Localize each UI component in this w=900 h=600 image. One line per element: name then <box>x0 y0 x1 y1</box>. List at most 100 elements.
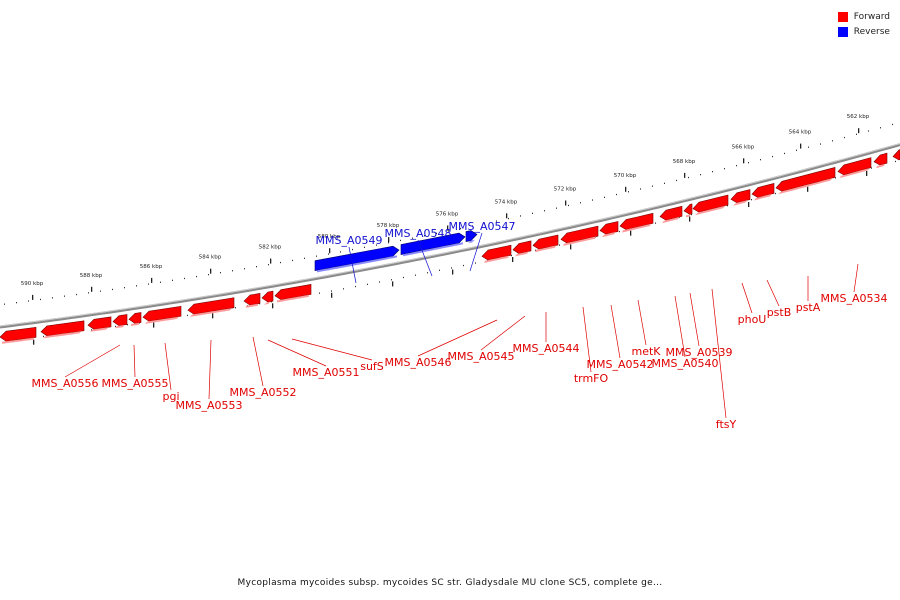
gene-shadow <box>264 301 271 305</box>
minor-tick <box>424 235 425 237</box>
minor-tick <box>796 149 797 151</box>
minor-tick <box>436 232 437 234</box>
forward-gene <box>560 225 599 246</box>
minor-tick <box>835 177 836 179</box>
forward-gene <box>187 297 235 317</box>
gene-label: MMS_A0534 <box>821 263 888 305</box>
gene-name: phoU <box>738 313 767 326</box>
minor-tick <box>736 165 737 167</box>
gene-arrow <box>400 232 466 255</box>
minor-tick <box>691 213 692 216</box>
gene-name: trmFO <box>574 372 609 385</box>
gene-name: MMS_A0546 <box>385 356 452 369</box>
minor-tick <box>832 140 833 142</box>
gene-name: MMS_A0540 <box>652 357 719 370</box>
leader-line <box>164 342 172 391</box>
forward-gene <box>692 194 729 216</box>
minor-tick <box>712 171 713 173</box>
gene-label: MMS_A0545 <box>448 315 526 363</box>
gene-features <box>0 149 900 344</box>
major-tick <box>33 339 35 345</box>
minor-tick <box>376 244 377 246</box>
forward-gene <box>261 290 274 305</box>
gene-shadow <box>468 239 475 244</box>
minor-tick <box>244 268 245 270</box>
minor-tick <box>403 276 404 279</box>
forward-gene <box>87 316 112 332</box>
gene-label: MMS_A0548 <box>385 227 451 277</box>
minor-tick <box>355 285 356 288</box>
gene-shadow <box>686 214 690 218</box>
major-tick <box>512 257 514 262</box>
minor-tick <box>604 196 605 198</box>
major-tick <box>565 200 567 206</box>
minor-tick <box>484 222 485 225</box>
forward-gene <box>0 326 37 344</box>
minor-tick <box>160 281 161 283</box>
leader-line <box>689 292 700 347</box>
forward-gene <box>243 293 261 308</box>
minor-tick <box>43 335 44 338</box>
gene-arrow <box>128 312 142 324</box>
gene-arrow <box>837 157 872 176</box>
gene-name: pstA <box>796 301 821 314</box>
minor-tick <box>292 259 293 262</box>
genome-backbone <box>0 143 900 329</box>
forward-gene <box>274 284 312 303</box>
minor-tick <box>256 266 257 268</box>
minor-tick <box>220 272 221 274</box>
scale-label: 570 kbp <box>614 173 637 179</box>
major-tick <box>743 158 745 164</box>
gene-label: MMS_A0551 <box>267 339 359 379</box>
forward-gene <box>599 221 619 238</box>
minor-tick <box>316 255 317 257</box>
gene-shadow <box>131 322 139 326</box>
scale-label: 562 kbp <box>847 114 870 120</box>
minor-tick <box>868 130 869 132</box>
gene-arrow <box>187 297 235 315</box>
leader-line <box>267 339 327 367</box>
minor-tick <box>580 202 581 204</box>
scale-label: 566 kbp <box>732 144 755 150</box>
gene-arrow <box>112 314 128 327</box>
minor-tick <box>64 295 65 297</box>
gene-name: MMS_A0534 <box>821 292 888 305</box>
leader-line <box>853 263 859 293</box>
scale-label: 586 kbp <box>140 264 163 270</box>
minor-tick <box>319 292 320 294</box>
gene-shadow <box>484 255 509 263</box>
map-caption: Mycoplasma mycoides subsp. mycoides SC s… <box>237 578 663 588</box>
minor-tick <box>343 288 344 290</box>
reverse-gene <box>400 232 466 257</box>
gene-shadow <box>876 163 885 169</box>
gene-shadow <box>403 242 463 257</box>
minor-tick <box>172 279 173 281</box>
scale-label: 582 kbp <box>259 245 282 251</box>
gene-name: metK <box>631 345 661 358</box>
backbone-highlight <box>0 143 900 327</box>
gene-label: MMS_A0556 <box>32 344 121 390</box>
major-tick <box>452 269 454 275</box>
leader-line <box>674 295 686 358</box>
gene-arrow <box>692 194 729 213</box>
major-tick <box>331 292 333 298</box>
gene-arrow <box>873 152 888 166</box>
minor-tick <box>136 285 137 287</box>
gene-label: MMS_A0553 <box>176 339 242 412</box>
minor-tick <box>820 143 821 145</box>
gene-shadow <box>733 200 748 206</box>
leader-line <box>582 306 592 373</box>
gene-name: MMS_A0542 <box>587 358 654 371</box>
gene-label: MMS_A0552 <box>230 336 296 399</box>
minor-tick <box>751 199 752 201</box>
gene-arrow <box>465 230 478 242</box>
gene-arrow <box>261 290 274 303</box>
gene-name: MMS_A0544 <box>513 342 580 355</box>
leader-line <box>469 232 483 272</box>
minor-tick <box>844 136 845 139</box>
gene-arrow <box>314 245 400 272</box>
minor-tick <box>511 254 512 257</box>
gene-name: MMS_A0555 <box>102 377 169 390</box>
scale-label: 584 kbp <box>199 255 222 261</box>
